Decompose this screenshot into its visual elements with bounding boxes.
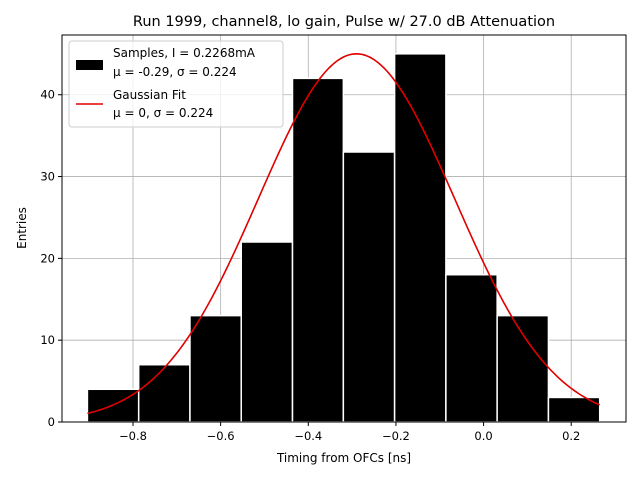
- y-tick-label-3: 30: [40, 170, 55, 184]
- histogram-bar-5: [342, 151, 396, 423]
- chart-title: Run 1999, channel8, lo gain, Pulse w/ 27…: [133, 14, 555, 30]
- histogram-bar-3: [240, 241, 294, 423]
- x-tick-label-2: −0.4: [294, 429, 322, 443]
- histogram-bar-6: [393, 53, 447, 423]
- x-tick-label-4: 0.0: [474, 429, 492, 443]
- y-ticks: 0 10 20 30 40: [40, 88, 62, 429]
- legend-samples-swatch: [76, 60, 103, 70]
- legend-samples-stats: μ = -0.29, σ = 0.224: [113, 65, 237, 79]
- x-tick-label-0: −0.8: [119, 429, 147, 443]
- x-tick-label-1: −0.6: [207, 429, 235, 443]
- y-tick-label-4: 40: [40, 88, 55, 102]
- x-ticks: −0.8 −0.6 −0.4 −0.2 0.0 0.2: [119, 422, 580, 443]
- y-tick-label-1: 10: [40, 333, 55, 347]
- y-tick-label-2: 20: [40, 251, 55, 265]
- legend: Samples, I = 0.2268mA μ = -0.29, σ = 0.2…: [68, 40, 284, 128]
- y-tick-label-0: 0: [48, 415, 55, 429]
- fit-curve-layer: [87, 53, 601, 415]
- legend-samples-label: Samples, I = 0.2268mA: [113, 46, 256, 60]
- gaussian-fit-curve: [87, 53, 601, 415]
- y-axis-label: Entries: [15, 207, 29, 249]
- x-axis-label: Timing from OFCs [ns]: [276, 451, 411, 465]
- histogram-bar-1: [137, 363, 191, 423]
- histogram-bar-4: [291, 77, 345, 423]
- legend-fit-stats: μ = 0, σ = 0.224: [113, 106, 213, 120]
- histogram-bar-8: [496, 314, 550, 423]
- histogram-bar-7: [445, 273, 498, 423]
- legend-frame: [68, 40, 284, 128]
- histogram-bar-2: [189, 314, 242, 423]
- legend-fit-label: Gaussian Fit: [113, 88, 186, 102]
- x-tick-label-3: −0.2: [382, 429, 410, 443]
- plot-frame: [61, 34, 627, 423]
- x-tick-label-5: 0.2: [562, 429, 580, 443]
